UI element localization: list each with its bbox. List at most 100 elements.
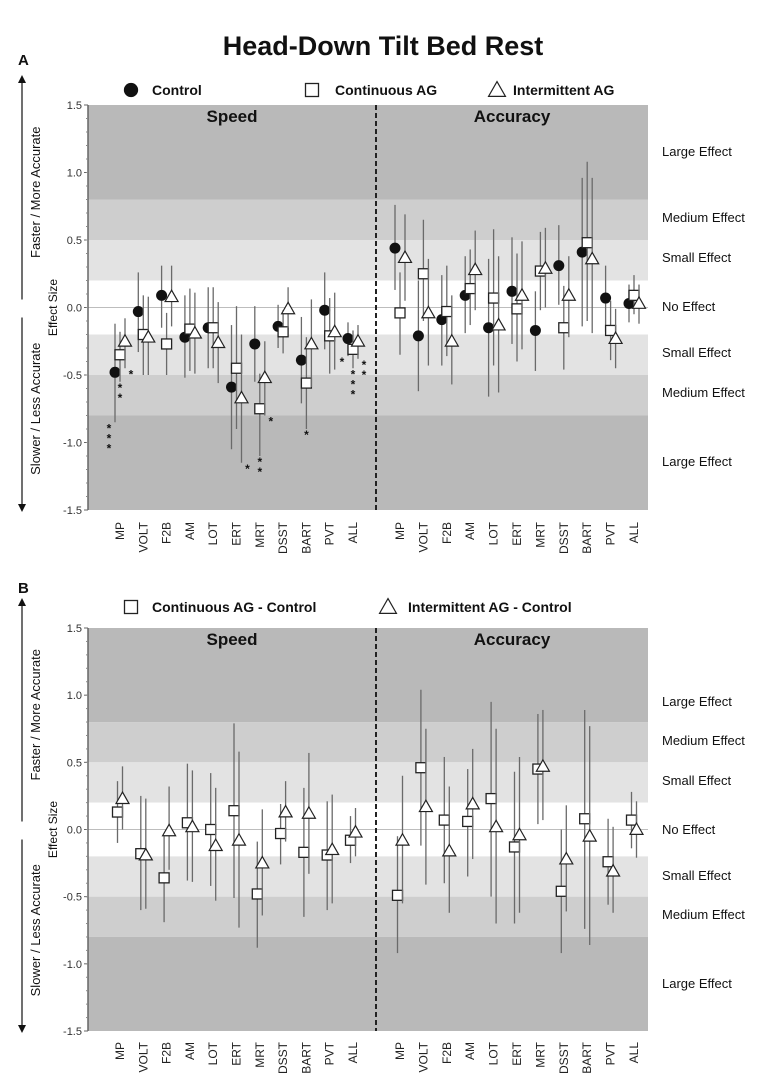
- data-point-accuracy: [561, 256, 577, 338]
- significance-marker: * *: [257, 455, 262, 479]
- x-tick-label-speed: DSST: [276, 521, 290, 554]
- data-point-speed: [280, 287, 296, 328]
- x-tick-label-speed: VOLT: [136, 1041, 150, 1072]
- triangle-marker: [584, 251, 600, 265]
- square-marker: [511, 303, 523, 315]
- triangle-marker: [208, 837, 224, 852]
- effect-label: Large Effect: [662, 144, 732, 159]
- data-point-accuracy: [631, 284, 647, 324]
- data-point-speed: [347, 808, 364, 857]
- square-marker: [485, 792, 497, 805]
- triangle-marker: [558, 851, 574, 865]
- square-marker: [438, 814, 450, 826]
- triangle-marker: [210, 334, 226, 349]
- triangle-marker: [301, 805, 317, 819]
- triangle-marker: [257, 369, 273, 384]
- data-point-accuracy: [488, 728, 504, 924]
- significance-marker: *: [129, 367, 134, 381]
- data-point-speed: *: [257, 341, 273, 429]
- panel-label: A: [18, 52, 29, 69]
- square-marker: [417, 268, 430, 280]
- panel-a: A Control Continuous AG Intermittent AG Larg…: [18, 52, 745, 554]
- legend-label: Continuous AG - Control: [152, 599, 316, 615]
- data-point-speed: [114, 766, 131, 830]
- x-tick-label-speed: LOT: [206, 1041, 220, 1065]
- faster-label: Faster / More Accurate: [28, 649, 43, 781]
- x-tick-label-speed: ALL: [346, 522, 360, 544]
- significance-marker: * *: [362, 358, 367, 382]
- up-arrowhead-icon: [18, 598, 26, 606]
- asterisk: *: [129, 367, 134, 381]
- square-marker: [487, 292, 500, 304]
- triangle-marker: [161, 823, 177, 837]
- square-marker: [462, 815, 474, 828]
- y-tick-label: 1.0: [67, 690, 82, 702]
- asterisk: *: [351, 367, 356, 381]
- asterisk: *: [362, 358, 367, 372]
- square-marker: [277, 326, 289, 338]
- data-point-accuracy: [465, 748, 481, 860]
- data-point-accuracy: [576, 177, 588, 327]
- x-tick-label-speed: ERT: [230, 521, 244, 545]
- triangle-marker: [303, 336, 319, 350]
- x-tick-label-speed: BART: [299, 521, 313, 553]
- square-marker: [111, 806, 124, 818]
- square-marker: [114, 349, 126, 361]
- y-tick-label: 1.0: [67, 168, 82, 180]
- x-tick-label-speed: MP: [113, 522, 127, 540]
- circle-marker: [553, 260, 565, 272]
- circle-marker: [249, 338, 261, 350]
- y-tick-label: 0.0: [67, 825, 82, 837]
- data-point-accuracy: [394, 272, 406, 355]
- y-tick-label: -1.5: [63, 505, 82, 517]
- square-marker: [274, 827, 287, 840]
- x-tick-label-accuracy: DSST: [557, 1041, 571, 1074]
- square-marker: [160, 338, 173, 350]
- x-tick-label-speed: AM: [183, 522, 197, 540]
- square-marker: [579, 813, 591, 825]
- effect-label: Large Effect: [662, 694, 732, 709]
- direction-arrows: Faster / More Accurate Slower / Less Accu…: [18, 598, 43, 1033]
- y-tick-label: -0.5: [63, 370, 82, 382]
- triangle-marker: [117, 333, 133, 347]
- triangle-marker: [582, 828, 598, 842]
- x-tick-label-accuracy: DSST: [557, 521, 571, 554]
- y-tick-label: 1.5: [67, 623, 82, 635]
- data-point-accuracy: [420, 258, 436, 366]
- x-tick-label-accuracy: BART: [580, 1041, 594, 1073]
- data-point-speed: [324, 794, 340, 904]
- data-point-accuracy: [628, 801, 645, 858]
- data-point-speed: * *: [114, 331, 126, 405]
- square-marker: [394, 307, 406, 319]
- triangle-marker: [187, 325, 203, 339]
- asterisk: *: [245, 462, 250, 476]
- x-tick-label-accuracy: LOT: [487, 521, 501, 545]
- data-point-speed: [158, 836, 170, 923]
- effect-band: [88, 375, 648, 416]
- triangle-marker: [561, 287, 577, 301]
- asterisk: *: [268, 415, 273, 429]
- data-point-speed: [160, 312, 173, 375]
- asterisk: *: [351, 387, 356, 401]
- y-tick-label: 0.5: [67, 235, 82, 247]
- asterisk: *: [340, 355, 345, 369]
- circle-marker: [132, 306, 144, 318]
- square-marker: [298, 846, 310, 858]
- circle-marker: [226, 381, 237, 393]
- effect-label: Medium Effect: [662, 385, 745, 400]
- effect-band: [88, 896, 648, 937]
- figure-title: Head-Down Tilt Bed Rest: [223, 31, 544, 61]
- data-point-speed: [277, 310, 289, 354]
- data-point-accuracy: [444, 295, 460, 385]
- data-point-accuracy: [394, 775, 411, 904]
- data-point-accuracy: [514, 241, 530, 350]
- x-tick-label-accuracy: LOT: [487, 1041, 501, 1065]
- data-point-speed: [226, 325, 237, 450]
- data-point-accuracy: [397, 214, 413, 301]
- effect-label: Large Effect: [662, 976, 732, 991]
- data-point-speed: [184, 770, 200, 882]
- effect-band: [88, 936, 648, 1031]
- data-point-speed: [301, 752, 317, 874]
- data-point-speed: *: [117, 318, 134, 381]
